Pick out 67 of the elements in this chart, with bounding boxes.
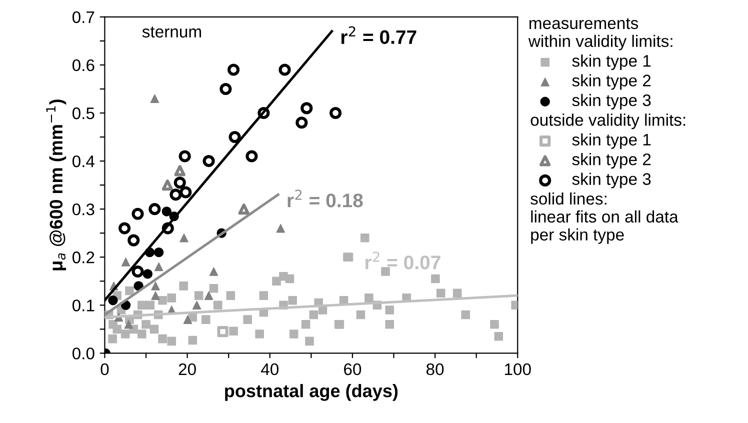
point xyxy=(296,116,308,129)
point xyxy=(170,188,182,201)
text: solid lines: linear fits on all data per skin type xyxy=(530,192,678,244)
y-tick-label: 0.0 xyxy=(72,348,94,360)
point xyxy=(150,94,160,103)
point xyxy=(151,282,160,290)
y-tick-label: 0.6 xyxy=(72,59,94,72)
annotation: r$^{2}$ = 0.77 xyxy=(341,26,416,44)
y-tick-label: 0.5 xyxy=(72,107,94,120)
point xyxy=(220,82,232,96)
x-tick-label: 80 xyxy=(426,363,444,376)
point xyxy=(276,224,286,233)
legend-label: skin type 2 xyxy=(572,153,651,169)
point xyxy=(204,291,214,300)
point xyxy=(217,326,228,338)
point xyxy=(148,203,161,216)
point xyxy=(162,179,174,191)
point xyxy=(162,206,172,216)
point xyxy=(180,186,192,198)
point xyxy=(154,262,164,272)
x-tick-label: 60 xyxy=(344,363,362,376)
point xyxy=(183,315,192,324)
point xyxy=(128,234,140,246)
point xyxy=(180,234,188,242)
legend-label: skin type 3 xyxy=(572,94,651,110)
x-tick-label: 20 xyxy=(178,363,196,376)
point xyxy=(246,150,258,162)
point xyxy=(121,258,130,266)
point xyxy=(238,204,250,215)
y-tick-label: 0.1 xyxy=(72,300,94,312)
y-tick-label: 0.2 xyxy=(72,252,94,264)
legend-label: skin type 3 xyxy=(572,172,651,188)
point xyxy=(228,64,240,76)
y-tick-label: 0.7 xyxy=(72,11,94,24)
legend-title: measurements within validity limits: xyxy=(528,18,672,50)
point xyxy=(174,176,186,189)
point xyxy=(108,296,118,306)
x-tick-label: 0 xyxy=(100,363,109,376)
point xyxy=(132,208,144,220)
point xyxy=(142,269,153,279)
text: outside validity limits: xyxy=(530,114,686,130)
point xyxy=(330,106,342,120)
y-tick-label: 0.4 xyxy=(72,155,95,168)
annotation: r$^{2}$ = 0.07 xyxy=(366,252,440,270)
point xyxy=(174,165,186,176)
point xyxy=(192,300,202,310)
point xyxy=(228,130,241,144)
x-tick-label: 100 xyxy=(504,363,531,376)
x-tick-label: 40 xyxy=(260,363,278,376)
y-tick-label: 0.3 xyxy=(72,203,94,216)
point xyxy=(278,64,291,76)
point xyxy=(124,320,134,329)
point xyxy=(151,291,160,300)
annotation: r$^{2}$ = 0.18 xyxy=(288,190,363,208)
legend-label: skin type 1 xyxy=(572,54,651,70)
annotation: sternum xyxy=(142,26,201,38)
point xyxy=(118,222,131,234)
legend-label: skin type 1 xyxy=(572,133,651,149)
point xyxy=(202,155,215,168)
point xyxy=(300,102,313,114)
legend-label: skin type 2 xyxy=(572,74,651,90)
y-axis-title: μ$_{a}$ @600 nm (mm$^{−1}$) xyxy=(46,100,66,270)
x-axis-title: postnatal age (days) xyxy=(225,384,398,401)
point xyxy=(178,150,191,162)
point xyxy=(154,247,164,258)
point xyxy=(132,266,144,278)
point xyxy=(209,267,218,276)
